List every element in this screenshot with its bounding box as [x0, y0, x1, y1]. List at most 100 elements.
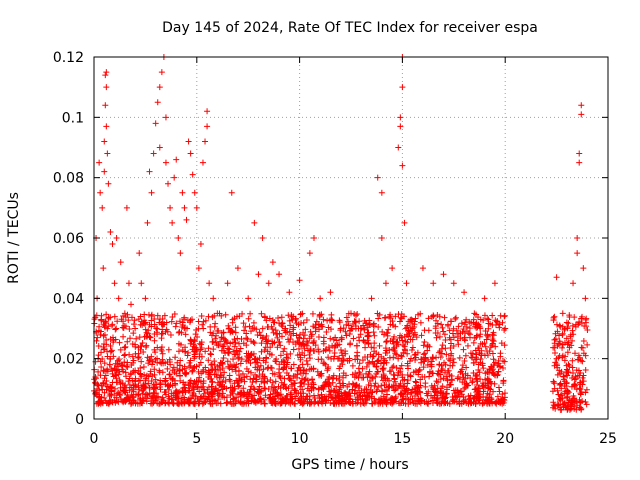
data-point [368, 344, 375, 351]
data-point [569, 322, 576, 329]
data-point [108, 392, 115, 399]
data-point [469, 379, 476, 386]
data-point [140, 363, 147, 370]
data-point [125, 317, 132, 324]
data-point [207, 400, 214, 407]
data-point [557, 381, 564, 388]
data-point [248, 328, 255, 335]
data-point [163, 319, 170, 326]
data-point [205, 393, 212, 400]
data-point [407, 336, 414, 343]
data-point [195, 318, 202, 325]
data-point [176, 367, 183, 374]
data-point [100, 332, 107, 339]
data-point [275, 392, 282, 399]
data-point [336, 341, 343, 348]
data-point [111, 280, 118, 287]
data-point [102, 102, 109, 109]
data-point [397, 391, 404, 398]
data-point [249, 379, 256, 386]
data-point [468, 399, 475, 406]
data-point [378, 235, 385, 241]
data-point [115, 398, 122, 405]
data-point [417, 389, 424, 396]
data-point [94, 334, 101, 341]
data-point [492, 343, 499, 350]
data-point [576, 159, 583, 166]
data-point [561, 357, 568, 364]
data-point [272, 378, 279, 385]
data-point [230, 348, 237, 355]
data-point [560, 373, 567, 380]
data-point [322, 379, 329, 386]
data-point [151, 366, 158, 373]
data-point [145, 327, 152, 334]
data-point [307, 328, 314, 335]
data-point [276, 339, 283, 346]
data-point [207, 329, 214, 336]
data-point [338, 349, 345, 356]
data-point [261, 313, 268, 320]
data-point [372, 398, 379, 405]
data-point [175, 235, 182, 241]
data-point [446, 334, 453, 341]
data-point [467, 395, 474, 402]
data-point [236, 340, 243, 347]
data-point [149, 393, 156, 400]
data-point [378, 382, 385, 389]
data-point [552, 359, 559, 366]
data-point [187, 377, 194, 384]
data-point [437, 376, 444, 383]
data-point [210, 346, 217, 353]
data-point [359, 357, 366, 364]
data-point [297, 383, 304, 390]
data-point [415, 311, 422, 318]
data-point [316, 372, 323, 379]
data-point [398, 353, 405, 360]
data-point [554, 364, 561, 371]
data-point [495, 368, 502, 375]
data-point [151, 371, 158, 378]
data-point [287, 322, 294, 329]
data-point [418, 332, 425, 339]
data-point [165, 180, 172, 187]
data-point [372, 380, 379, 387]
data-point [564, 372, 571, 379]
data-point [462, 384, 469, 391]
data-point [156, 84, 163, 91]
data-point [282, 395, 289, 402]
data-point [282, 400, 289, 407]
data-point [269, 325, 276, 332]
data-point [434, 370, 441, 377]
data-point [397, 123, 404, 130]
data-point [329, 342, 336, 349]
data-point [123, 373, 130, 380]
data-point [364, 324, 371, 331]
data-point [102, 397, 109, 404]
data-point [119, 380, 126, 387]
data-point [382, 314, 389, 321]
data-point [368, 295, 375, 302]
data-point [178, 397, 185, 404]
data-point [265, 280, 272, 287]
data-point [422, 383, 429, 390]
data-point [204, 108, 211, 115]
data-point [379, 366, 386, 373]
data-point [137, 365, 144, 372]
data-point [288, 365, 295, 372]
y-axis-label: ROTI / TECUs [6, 192, 22, 284]
data-point [245, 315, 252, 322]
data-point [299, 361, 306, 368]
data-point [209, 378, 216, 385]
data-point [235, 383, 242, 390]
data-point [193, 363, 200, 370]
data-point [212, 335, 219, 342]
data-point [315, 346, 322, 353]
data-point [347, 341, 354, 348]
data-point [269, 259, 276, 266]
data-point [365, 333, 372, 340]
axes-layer: 0 0.02 0.04 0.06 0.08 0.1 0.12 0 5 10 15 20 25 [53, 50, 617, 447]
data-point [482, 343, 489, 350]
data-point [147, 334, 154, 341]
